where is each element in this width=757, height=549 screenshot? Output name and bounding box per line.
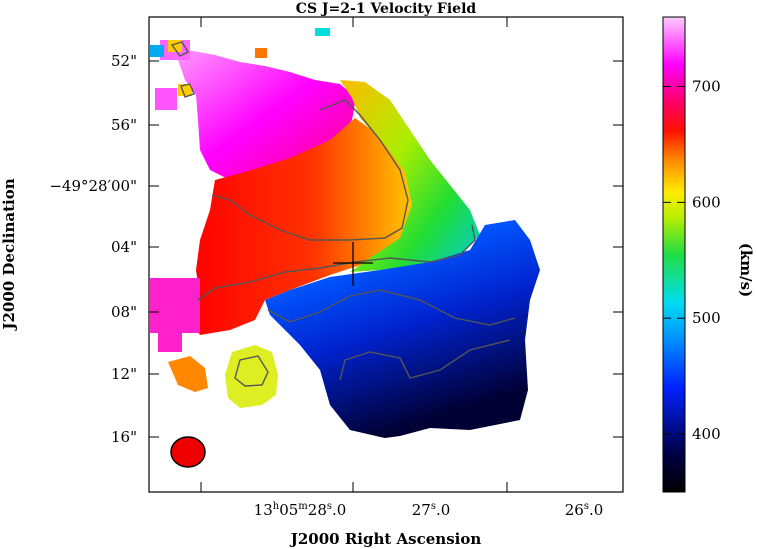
y-tick-label: 04": [111, 238, 137, 256]
emission-left-lobe: [158, 330, 182, 352]
emission-speck: [155, 88, 177, 110]
velocity-field-map: [150, 28, 540, 468]
x-tick-labels: 13h05m28s.0 27s.0 26s.0: [254, 501, 604, 519]
velocity-contours: [170, 41, 516, 387]
emission-speck: [150, 45, 164, 57]
colorbar-ticks: [663, 86, 685, 435]
x-tick-sup: s: [431, 501, 436, 512]
colorbar-tick-label: 600: [692, 193, 721, 211]
colorbar-tick-labels: 400 500 600 700: [692, 78, 721, 444]
plot-frame: [148, 16, 624, 493]
emission-speck: [255, 48, 267, 58]
x-tick-sup: h: [273, 501, 280, 512]
contour-line: [197, 224, 476, 301]
y-tick-label: 16": [111, 428, 137, 446]
emission-red-band: [190, 118, 415, 335]
emission-magenta-lobe: [178, 50, 356, 180]
y-tick-label: 12": [111, 365, 137, 383]
y-tick-labels: 52" 56" −49°28′00" 04" 08" 12" 16": [49, 52, 137, 446]
plot-ticks: [149, 17, 623, 492]
contour-line: [339, 339, 511, 381]
emission-orange-speck: [168, 356, 208, 392]
emission-speck: [315, 28, 330, 36]
contour-line: [211, 99, 409, 241]
contour-line: [170, 41, 189, 57]
y-tick-label: 56": [111, 116, 137, 134]
contour-line: [180, 83, 195, 98]
x-tick-sup: m: [298, 501, 308, 512]
colorbar-tick-label: 700: [692, 78, 721, 96]
emission-isolated-blob: [225, 345, 278, 408]
colorbar-label: (km/s): [737, 243, 755, 297]
x-tick-label: 26s.0: [565, 501, 604, 519]
contour-line: [234, 355, 269, 387]
chart-title: CS J=2-1 Velocity Field: [296, 1, 477, 17]
x-tick-label: 27s.0: [412, 501, 451, 519]
emission-blue-lobe: [265, 220, 540, 438]
y-tick-label: −49°28′00": [49, 177, 137, 195]
beam-ellipse: [170, 436, 206, 468]
x-axis-label: J2000 Right Ascension: [289, 530, 482, 548]
colorbar-tick-label: 500: [692, 309, 721, 327]
x-tick-sup: s: [327, 501, 332, 512]
x-tick-sup: s: [584, 501, 589, 512]
colorbar-tick-label: 400: [692, 425, 721, 443]
emission-left-lobe: [150, 278, 200, 333]
emission-green-band: [340, 80, 480, 272]
y-axis-label: J2000 Declination: [0, 178, 18, 331]
contour-line: [267, 289, 516, 326]
y-tick-label: 08": [111, 303, 137, 321]
y-tick-label: 52": [111, 52, 137, 70]
x-tick-label: 13h05m28s.0: [254, 501, 347, 519]
colorbar: [662, 16, 686, 493]
